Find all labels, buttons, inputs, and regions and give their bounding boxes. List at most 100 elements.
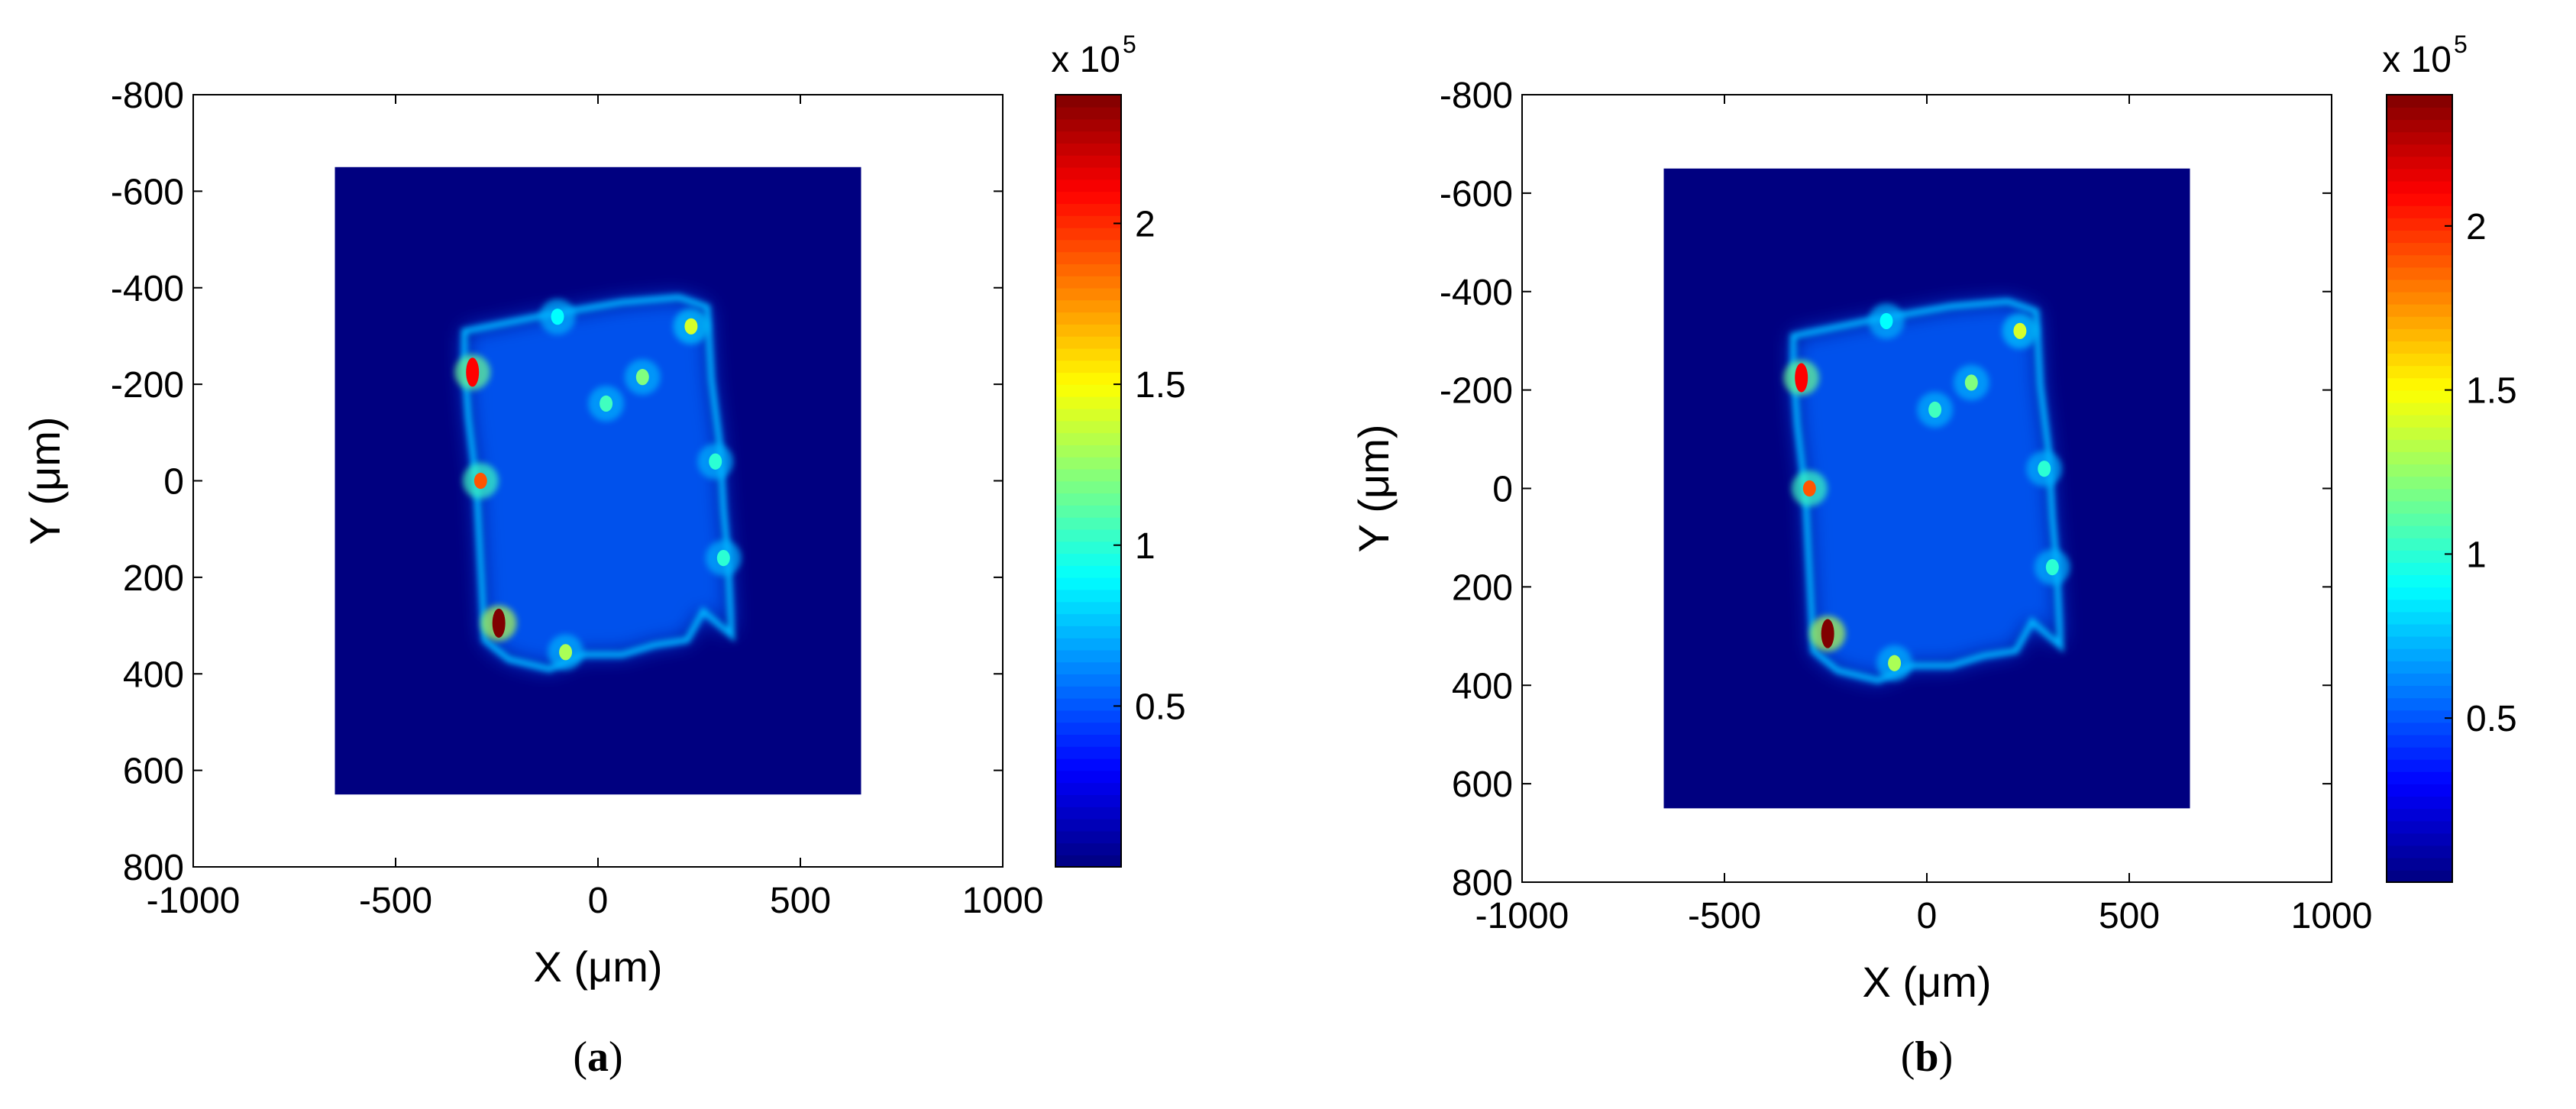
y-tick-label: 0: [163, 462, 184, 503]
x-tick-label: 500: [2099, 896, 2160, 936]
colorbar-segment: [2387, 488, 2452, 502]
colorbar-segment: [2387, 119, 2452, 133]
panel-letter: b: [1915, 1033, 1938, 1081]
panel-caption: (b): [1901, 1033, 1953, 1081]
colorbar-segment: [1055, 674, 1121, 687]
y-tick-label: 600: [123, 752, 184, 792]
colorbar-segment: [1055, 661, 1121, 675]
colorbar-segment: [2387, 710, 2452, 723]
colorbar-tick-label: 1.5: [2466, 371, 2517, 412]
colorbar-segment: [2387, 771, 2452, 784]
x-tick-label: -500: [1688, 896, 1761, 936]
colorbar-segment: [2387, 131, 2452, 145]
hotspot: [1888, 655, 1902, 671]
panel-b: -800 -600 -400 -200 0 200 400 600 800-1000 -500 0 5…: [1349, 31, 2517, 1081]
colorbar-segment: [1055, 227, 1121, 241]
colorbar-segment: [2387, 796, 2452, 810]
y-tick-label: 200: [1452, 567, 1513, 608]
y-axis-label: Y (μm): [21, 416, 69, 545]
hotspot: [600, 395, 613, 412]
colorbar-segment: [1055, 191, 1121, 204]
colorbar-multiplier: x 10: [2382, 40, 2452, 80]
hotspot: [1964, 374, 1978, 391]
y-tick-label: 600: [1452, 765, 1513, 805]
y-tick-label: -800: [1440, 76, 1513, 116]
colorbar-segment: [2387, 537, 2452, 551]
colorbar-segment: [1055, 179, 1121, 192]
colorbar-segment: [1055, 686, 1121, 699]
x-axis-label: X (μm): [1862, 958, 1991, 1006]
colorbar-segment: [1055, 468, 1121, 482]
colorbar-segment: [2387, 218, 2452, 231]
colorbar-segment: [1055, 565, 1121, 578]
colorbar-segment: [1055, 541, 1121, 554]
colorbar-segment: [1055, 299, 1121, 313]
colorbar-segment: [2387, 439, 2452, 452]
colorbar-segment: [2387, 808, 2452, 822]
colorbar-segment: [2387, 635, 2452, 649]
colorbar-segment: [2387, 623, 2452, 637]
colorbar-segment: [1055, 770, 1121, 784]
colorbar-segment: [2387, 315, 2452, 329]
colorbar-segment: [2387, 192, 2452, 206]
colorbar-segment: [1055, 215, 1121, 228]
colorbar-tick-label: 1: [2466, 535, 2487, 575]
colorbar-segment: [2387, 426, 2452, 440]
hotspot: [466, 357, 480, 387]
colorbar-segment: [2387, 291, 2452, 305]
colorbar-segment: [1055, 203, 1121, 216]
colorbar-segment: [1055, 758, 1121, 771]
x-tick-label: 500: [770, 881, 831, 921]
colorbar-segment: [1055, 287, 1121, 301]
y-tick-label: -400: [1440, 273, 1513, 313]
sample-edge: [461, 294, 735, 673]
colorbar-segment: [1055, 505, 1121, 518]
colorbar-segment: [2387, 685, 2452, 699]
y-tick-label: 200: [123, 558, 184, 599]
colorbar-segment: [1055, 420, 1121, 434]
colorbar-segment: [2387, 267, 2452, 280]
colorbar-segment: [2387, 784, 2452, 797]
y-tick-label: -200: [1440, 371, 1513, 412]
colorbar-tick-label: 2: [1135, 205, 1155, 245]
hotspot: [2038, 461, 2051, 477]
colorbar-segment: [1055, 251, 1121, 264]
colorbar-segment: [2387, 500, 2452, 514]
colorbar-tick-label: 2: [2466, 207, 2487, 247]
x-tick-label: 0: [1917, 896, 1938, 936]
hotspot: [474, 472, 487, 490]
colorbar-segment: [2387, 107, 2452, 121]
x-tick-label: 1000: [2291, 896, 2373, 936]
colorbar-segment: [1055, 493, 1121, 506]
colorbar-segment: [1055, 372, 1121, 385]
colorbar-segment: [2387, 758, 2452, 772]
colorbar-segment: [1055, 842, 1121, 856]
colorbar-segment: [2387, 303, 2452, 317]
x-axis-label: X (μm): [533, 942, 662, 991]
colorbar-segment: [2387, 869, 2452, 883]
hotspot: [2045, 559, 2059, 576]
sample-region: [1793, 301, 2060, 681]
y-tick-label: -200: [111, 365, 184, 406]
colorbar-segment: [1055, 794, 1121, 807]
colorbar-segment: [1055, 408, 1121, 422]
y-tick-label: -600: [1440, 174, 1513, 215]
colorbar-segment: [1055, 480, 1121, 494]
x-tick-label: -1000: [1475, 896, 1569, 936]
colorbar-segment: [1055, 239, 1121, 253]
colorbar-segment: [1055, 118, 1121, 132]
colorbar-segment: [1055, 601, 1121, 615]
colorbar-segment: [1055, 553, 1121, 566]
hotspot: [1928, 401, 1942, 419]
colorbar-segment: [1055, 275, 1121, 289]
sample-edge: [1790, 298, 2064, 684]
y-tick-label: 400: [123, 655, 184, 695]
sample-region: [464, 297, 732, 669]
colorbar-multiplier: x 10: [1051, 40, 1120, 80]
colorbar-segment: [1055, 456, 1121, 470]
colorbar-segment: [1055, 589, 1121, 603]
colorbar-segment: [1055, 95, 1121, 108]
x-tick-label: 1000: [962, 881, 1044, 921]
hotspot: [2013, 322, 2027, 339]
